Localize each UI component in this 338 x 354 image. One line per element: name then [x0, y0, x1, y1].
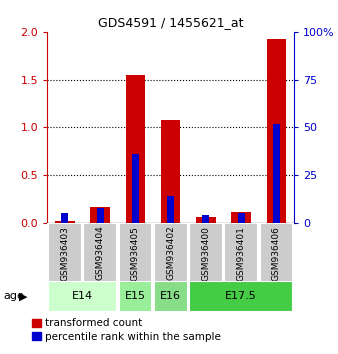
Bar	[62, 213, 69, 223]
Text: GSM936405: GSM936405	[131, 225, 140, 281]
Bar	[119, 223, 152, 283]
Text: GSM936406: GSM936406	[272, 225, 281, 281]
Bar	[154, 223, 188, 283]
Text: E14: E14	[72, 291, 93, 302]
Bar	[196, 217, 216, 223]
Bar	[202, 215, 210, 223]
Text: GSM936400: GSM936400	[201, 225, 211, 281]
Text: age: age	[3, 291, 24, 301]
Text: GSM936404: GSM936404	[96, 226, 105, 280]
Bar	[126, 75, 145, 223]
Legend: transformed count, percentile rank within the sample: transformed count, percentile rank withi…	[32, 319, 221, 342]
Bar	[238, 213, 245, 223]
Bar	[97, 208, 104, 223]
Bar	[167, 196, 174, 223]
Text: GSM936403: GSM936403	[61, 225, 69, 281]
Text: E17.5: E17.5	[225, 291, 257, 302]
Bar	[55, 221, 75, 223]
Text: E16: E16	[160, 291, 181, 302]
Bar	[83, 223, 117, 283]
Bar	[189, 281, 293, 312]
Bar	[132, 154, 139, 223]
Bar	[48, 281, 117, 312]
Bar	[267, 39, 286, 223]
Bar	[154, 281, 188, 312]
Bar	[48, 223, 82, 283]
Bar	[260, 223, 293, 283]
Text: GSM936402: GSM936402	[166, 226, 175, 280]
Text: GSM936401: GSM936401	[237, 225, 246, 281]
Bar	[91, 207, 110, 223]
Text: ▶: ▶	[19, 291, 27, 301]
Bar	[161, 120, 180, 223]
Bar	[232, 212, 251, 223]
Bar	[224, 223, 258, 283]
Text: E15: E15	[125, 291, 146, 302]
Title: GDS4591 / 1455621_at: GDS4591 / 1455621_at	[98, 16, 243, 29]
Bar	[189, 223, 223, 283]
Bar	[119, 281, 152, 312]
Bar	[273, 124, 280, 223]
